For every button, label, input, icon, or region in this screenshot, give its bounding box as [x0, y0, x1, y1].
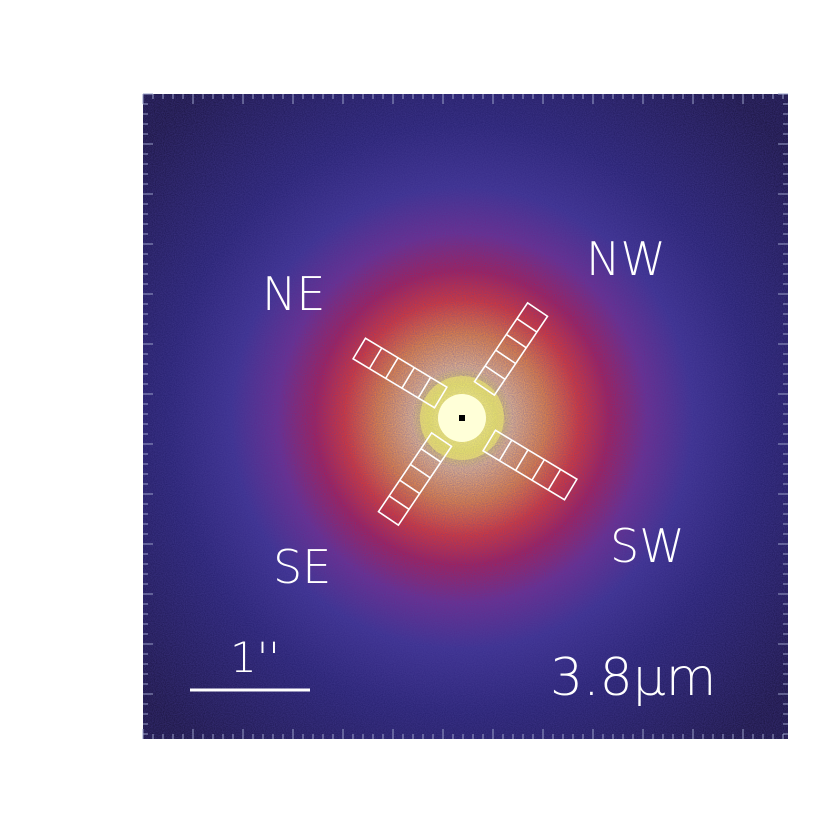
central-star-marker: [459, 415, 465, 421]
aperture-arm-sw: [482, 429, 578, 501]
aperture-arm-nw: [473, 301, 549, 397]
frame-ticks: [142, 93, 788, 739]
label-sw: SW: [610, 519, 685, 573]
aperture-arm-ne: [352, 337, 448, 409]
wavelength-label: 3.8μm: [550, 648, 716, 708]
image-area: NE NW SE SW 1'' 3.8μm: [143, 94, 788, 739]
label-nw: NW: [586, 232, 666, 286]
label-ne: NE: [262, 267, 325, 321]
scale-bar-label: 1'': [230, 633, 280, 682]
aperture-arms: [352, 301, 578, 527]
label-se: SE: [273, 540, 331, 594]
aperture-arm-se: [377, 431, 453, 527]
